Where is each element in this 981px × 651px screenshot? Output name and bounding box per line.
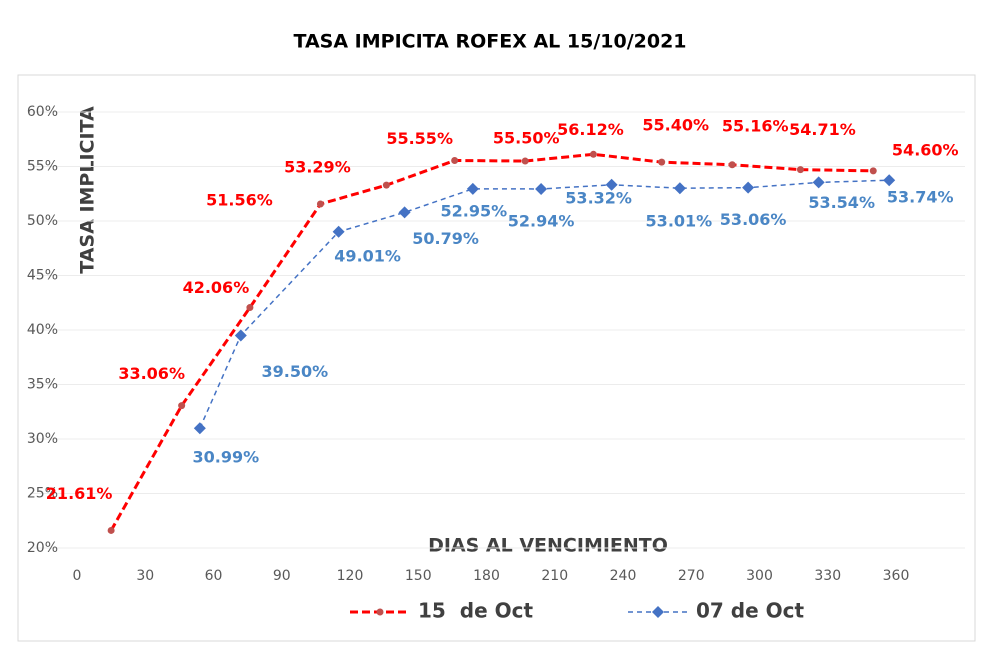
x-tick-label: 0 — [73, 568, 82, 584]
point — [382, 181, 390, 189]
x-tick-label: 300 — [746, 568, 773, 584]
data-label: 53.54% — [808, 193, 875, 212]
point — [869, 167, 877, 175]
data-label: 51.56% — [206, 190, 273, 209]
y-tick-label: 40% — [27, 322, 58, 338]
data-label: 21.61% — [46, 484, 113, 503]
data-label: 39.50% — [261, 362, 328, 381]
point — [605, 178, 618, 191]
point — [589, 150, 597, 158]
y-tick-label: 55% — [27, 159, 58, 175]
y-tick-label: 20% — [27, 540, 58, 556]
point — [673, 182, 686, 195]
point — [658, 158, 666, 166]
x-tick-label: 120 — [337, 568, 364, 584]
point — [521, 157, 529, 165]
point — [316, 200, 324, 208]
y-tick-label: 25% — [27, 486, 58, 502]
data-label: 55.55% — [386, 129, 453, 148]
x-tick-label: 240 — [610, 568, 637, 584]
data-label: 50.79% — [412, 229, 479, 248]
data-label: 33.06% — [118, 364, 185, 383]
data-label: 53.74% — [887, 188, 954, 207]
x-tick-label: 60 — [205, 568, 223, 584]
y-axis-title: TASA IMPLICITA — [77, 106, 99, 274]
data-label: 54.71% — [789, 120, 856, 139]
data-label: 42.06% — [183, 278, 250, 297]
legend-marker — [652, 606, 664, 618]
data-label: 55.50% — [493, 129, 560, 148]
y-tick-label: 45% — [27, 268, 58, 284]
chart-title: TASA IMPICITA ROFEX AL 15/10/2021 — [293, 31, 686, 53]
point — [398, 206, 411, 219]
data-label: 30.99% — [193, 448, 260, 467]
x-tick-label: 30 — [136, 568, 154, 584]
point — [107, 526, 115, 534]
x-tick-label: 330 — [814, 568, 841, 584]
x-axis-title: DIAS AL VENCIMIENTO — [428, 535, 668, 557]
point — [728, 161, 736, 169]
series-line — [109, 152, 874, 532]
legend-label: 07 de Oct — [696, 599, 804, 623]
x-tick-label: 360 — [883, 568, 910, 584]
data-label: 55.40% — [642, 116, 709, 135]
data-label: 53.01% — [646, 212, 713, 231]
point — [883, 174, 896, 187]
x-tick-label: 180 — [473, 568, 500, 584]
data-label: 52.94% — [508, 211, 575, 230]
data-label: 53.29% — [284, 158, 351, 177]
y-tick-label: 60% — [27, 104, 58, 120]
data-label: 56.12% — [557, 120, 624, 139]
point — [466, 182, 479, 195]
y-tick-label: 50% — [27, 213, 58, 229]
data-label: 52.95% — [441, 201, 508, 220]
data-label: 53.06% — [720, 210, 787, 229]
data-label: 55.16% — [722, 116, 789, 135]
data-label: 49.01% — [334, 246, 401, 265]
x-tick-label: 210 — [541, 568, 568, 584]
x-tick-label: 270 — [678, 568, 705, 584]
y-tick-label: 30% — [27, 431, 58, 447]
point — [796, 166, 804, 174]
point — [332, 225, 345, 238]
point — [535, 182, 548, 195]
y-tick-label: 35% — [27, 377, 58, 393]
point — [812, 176, 825, 189]
point — [742, 181, 755, 194]
data-label: 54.60% — [892, 140, 959, 159]
point — [178, 402, 186, 410]
point — [451, 157, 459, 165]
point — [234, 329, 247, 342]
point — [193, 422, 206, 435]
legend-label: 15 de Oct — [418, 599, 533, 623]
x-tick-label: 150 — [405, 568, 432, 584]
data-label: 53.32% — [565, 188, 632, 207]
x-tick-label: 90 — [273, 568, 291, 584]
legend-marker — [376, 608, 384, 616]
point — [246, 304, 254, 312]
